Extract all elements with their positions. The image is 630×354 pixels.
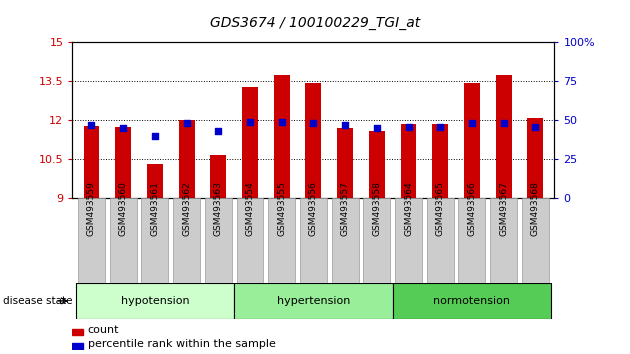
- Bar: [210, 155, 226, 198]
- Point: [214, 129, 224, 134]
- Bar: [179, 120, 195, 198]
- Text: GSM493568: GSM493568: [531, 182, 540, 236]
- Point: [372, 125, 382, 131]
- FancyBboxPatch shape: [364, 198, 391, 283]
- Point: [277, 119, 287, 125]
- Point: [86, 122, 96, 128]
- Point: [245, 119, 255, 125]
- FancyBboxPatch shape: [490, 198, 517, 283]
- Bar: [464, 83, 480, 198]
- Point: [498, 121, 508, 126]
- Bar: [242, 87, 258, 198]
- Bar: [401, 124, 416, 198]
- Text: GSM493564: GSM493564: [404, 182, 413, 236]
- Text: GSM493559: GSM493559: [87, 182, 96, 236]
- Point: [118, 125, 129, 131]
- Point: [308, 121, 318, 126]
- Point: [435, 124, 445, 130]
- Bar: [496, 75, 512, 198]
- Point: [530, 124, 541, 130]
- Point: [150, 133, 160, 139]
- Text: GSM493562: GSM493562: [182, 182, 191, 236]
- Text: hypotension: hypotension: [120, 296, 189, 306]
- Bar: [115, 127, 131, 198]
- Bar: [84, 126, 100, 198]
- Point: [340, 122, 350, 128]
- Text: normotension: normotension: [433, 296, 510, 306]
- Text: GSM493560: GSM493560: [118, 182, 128, 236]
- Text: GSM493563: GSM493563: [214, 182, 223, 236]
- Point: [181, 121, 192, 126]
- Text: GSM493566: GSM493566: [467, 182, 476, 236]
- FancyBboxPatch shape: [141, 198, 168, 283]
- FancyBboxPatch shape: [300, 198, 327, 283]
- FancyBboxPatch shape: [205, 198, 232, 283]
- FancyBboxPatch shape: [459, 198, 486, 283]
- FancyBboxPatch shape: [76, 283, 234, 319]
- Bar: [432, 124, 448, 198]
- FancyBboxPatch shape: [331, 198, 358, 283]
- Text: GSM493567: GSM493567: [499, 182, 508, 236]
- FancyBboxPatch shape: [236, 198, 263, 283]
- Text: percentile rank within the sample: percentile rank within the sample: [88, 339, 276, 349]
- FancyBboxPatch shape: [395, 198, 422, 283]
- Text: count: count: [88, 325, 119, 335]
- FancyBboxPatch shape: [234, 283, 392, 319]
- FancyBboxPatch shape: [522, 198, 549, 283]
- Bar: [147, 165, 163, 198]
- Text: GSM493558: GSM493558: [372, 182, 381, 236]
- Bar: [369, 131, 385, 198]
- Text: GDS3674 / 100100229_TGI_at: GDS3674 / 100100229_TGI_at: [210, 16, 420, 30]
- Point: [467, 121, 477, 126]
- Text: disease state: disease state: [3, 296, 72, 306]
- FancyBboxPatch shape: [427, 198, 454, 283]
- Text: GSM493557: GSM493557: [341, 182, 350, 236]
- Text: GSM493556: GSM493556: [309, 182, 318, 236]
- Text: GSM493565: GSM493565: [436, 182, 445, 236]
- FancyBboxPatch shape: [110, 198, 137, 283]
- Bar: [306, 83, 321, 198]
- Text: hypertension: hypertension: [277, 296, 350, 306]
- FancyBboxPatch shape: [392, 283, 551, 319]
- Bar: [527, 118, 543, 198]
- Text: GSM493554: GSM493554: [246, 182, 255, 236]
- Text: GSM493555: GSM493555: [277, 182, 286, 236]
- Bar: [337, 128, 353, 198]
- FancyBboxPatch shape: [78, 198, 105, 283]
- Point: [403, 124, 413, 130]
- Bar: [274, 75, 290, 198]
- FancyBboxPatch shape: [268, 198, 295, 283]
- FancyBboxPatch shape: [173, 198, 200, 283]
- Bar: [72, 343, 83, 349]
- Text: GSM493561: GSM493561: [151, 182, 159, 236]
- Bar: [72, 329, 83, 335]
